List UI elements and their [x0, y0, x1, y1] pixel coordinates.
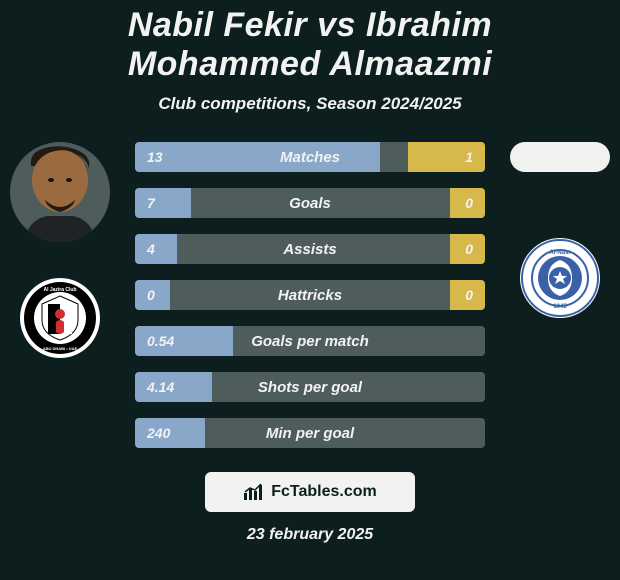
- club-right-badge: Al-Nasr 1945: [520, 238, 600, 318]
- stat-label: Min per goal: [135, 418, 485, 448]
- stat-rows: 131Matches 70Goals 40Assists 00Hattricks 0.5…: [135, 142, 485, 448]
- bars-icon: [243, 483, 265, 501]
- player-left-photo: [10, 142, 110, 242]
- club-left-badge: Al Jazira Club ABU DHABI • UAE: [20, 278, 100, 358]
- stat-label: Goals per match: [135, 326, 485, 356]
- left-player-column: Al Jazira Club ABU DHABI • UAE: [0, 142, 120, 358]
- svg-text:ABU DHABI • UAE: ABU DHABI • UAE: [43, 346, 78, 351]
- stat-row: 70Goals: [135, 188, 485, 218]
- stat-label: Shots per goal: [135, 372, 485, 402]
- right-player-column: Al-Nasr 1945: [500, 142, 620, 318]
- svg-text:1945: 1945: [553, 304, 567, 310]
- svg-text:Al-Nasr: Al-Nasr: [549, 250, 571, 256]
- stat-label: Goals: [135, 188, 485, 218]
- content-area: Al Jazira Club ABU DHABI • UAE Al-Nasr 1…: [0, 142, 620, 448]
- stat-row: 131Matches: [135, 142, 485, 172]
- page-title: Nabil Fekir vs Ibrahim Mohammed Almaazmi: [0, 0, 620, 84]
- footer-label: FcTables.com: [271, 483, 377, 501]
- stat-row: 0.54Goals per match: [135, 326, 485, 356]
- date-label: 23 february 2025: [0, 526, 620, 544]
- stat-label: Assists: [135, 234, 485, 264]
- club-right-badge-icon: Al-Nasr 1945: [520, 238, 600, 318]
- stat-label: Hattricks: [135, 280, 485, 310]
- club-left-badge-icon: Al Jazira Club ABU DHABI • UAE: [20, 278, 100, 358]
- stat-row: 240Min per goal: [135, 418, 485, 448]
- player-right-photo-placeholder: [510, 142, 610, 172]
- footer-pill[interactable]: FcTables.com: [205, 472, 415, 512]
- stat-row: 00Hattricks: [135, 280, 485, 310]
- comparison-card: Nabil Fekir vs Ibrahim Mohammed Almaazmi…: [0, 0, 620, 580]
- player-left-silhouette-icon: [15, 142, 105, 242]
- stat-row: 40Assists: [135, 234, 485, 264]
- svg-text:Al Jazira Club: Al Jazira Club: [43, 287, 76, 293]
- stat-label: Matches: [135, 142, 485, 172]
- subtitle: Club competitions, Season 2024/2025: [0, 94, 620, 114]
- stat-row: 4.14Shots per goal: [135, 372, 485, 402]
